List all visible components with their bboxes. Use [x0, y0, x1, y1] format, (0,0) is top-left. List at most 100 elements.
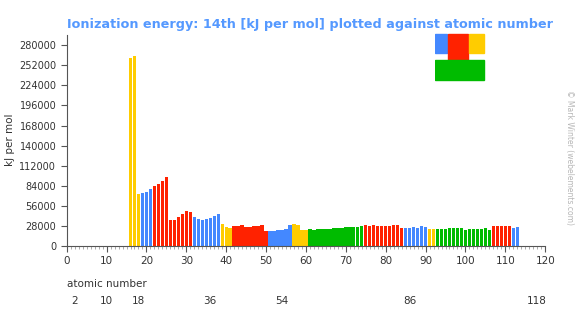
Bar	[157, 184, 160, 246]
Bar	[197, 219, 200, 246]
Bar	[188, 212, 192, 246]
Bar	[376, 226, 379, 246]
Bar	[273, 231, 275, 246]
Bar	[416, 228, 419, 246]
Bar	[237, 226, 240, 246]
Bar	[396, 225, 400, 246]
Bar	[141, 193, 144, 246]
Bar	[472, 229, 475, 246]
Bar	[404, 228, 407, 246]
Bar	[380, 226, 383, 246]
Bar	[392, 225, 396, 246]
Text: atomic number: atomic number	[67, 279, 146, 289]
Bar	[348, 227, 351, 246]
Bar	[280, 230, 284, 246]
Bar	[264, 232, 268, 246]
Bar	[165, 177, 168, 246]
Bar	[464, 230, 467, 246]
Bar	[161, 181, 164, 246]
Bar	[212, 215, 216, 246]
Bar	[364, 225, 368, 246]
Bar	[456, 228, 459, 246]
Bar	[328, 229, 332, 246]
Bar	[193, 216, 196, 246]
Text: 86: 86	[403, 296, 416, 306]
Bar	[412, 227, 415, 246]
Bar	[269, 232, 272, 246]
Bar	[444, 229, 447, 246]
Bar	[460, 228, 463, 246]
Bar	[336, 228, 339, 246]
Bar	[256, 226, 260, 246]
Bar	[488, 230, 491, 246]
Bar	[145, 192, 148, 246]
Bar	[129, 58, 132, 246]
Bar	[296, 225, 300, 246]
Bar	[216, 214, 220, 246]
Bar	[133, 56, 136, 246]
Bar	[356, 227, 360, 246]
Bar	[304, 230, 307, 246]
Bar	[496, 226, 499, 246]
Bar	[300, 230, 304, 246]
Bar	[184, 211, 188, 246]
Bar	[241, 225, 244, 246]
Text: 36: 36	[204, 296, 217, 306]
Bar	[408, 228, 411, 246]
Bar	[224, 227, 228, 246]
Text: 10: 10	[100, 296, 113, 306]
Bar	[284, 229, 288, 246]
Bar	[448, 34, 468, 61]
Bar	[220, 224, 224, 246]
Bar	[368, 226, 371, 246]
Bar	[292, 224, 296, 246]
Y-axis label: kJ per mol: kJ per mol	[5, 114, 15, 166]
Bar	[484, 228, 487, 246]
Bar	[508, 226, 511, 246]
Text: 54: 54	[276, 296, 289, 306]
Bar	[177, 217, 180, 246]
Bar	[448, 228, 451, 246]
Bar	[173, 220, 176, 246]
Bar	[288, 225, 292, 246]
Bar	[469, 34, 484, 53]
Bar	[499, 226, 503, 246]
Bar	[435, 34, 447, 53]
Text: 18: 18	[132, 296, 145, 306]
Bar	[476, 229, 479, 246]
Bar	[229, 228, 232, 246]
Bar	[435, 60, 484, 80]
Bar	[180, 214, 184, 246]
Bar	[308, 229, 311, 246]
Bar	[372, 225, 375, 246]
Text: Ionization energy: 14th [kJ per mol] plotted against atomic number: Ionization energy: 14th [kJ per mol] plo…	[67, 18, 553, 31]
Bar	[205, 219, 208, 246]
Bar	[340, 228, 343, 246]
Bar	[137, 194, 140, 246]
Bar	[352, 227, 356, 246]
Text: 2: 2	[71, 296, 78, 306]
Text: © Mark Winter (webelements.com): © Mark Winter (webelements.com)	[565, 90, 574, 225]
Bar	[424, 227, 427, 246]
Bar	[244, 227, 248, 246]
Text: 118: 118	[527, 296, 547, 306]
Bar	[252, 226, 256, 246]
Bar	[440, 229, 443, 246]
Bar	[388, 226, 392, 246]
Bar	[312, 230, 316, 246]
Bar	[201, 220, 204, 246]
Bar	[452, 228, 455, 246]
Bar	[428, 229, 432, 246]
Bar	[260, 225, 264, 246]
Bar	[233, 226, 236, 246]
Bar	[420, 226, 423, 246]
Bar	[320, 229, 324, 246]
Bar	[512, 228, 515, 246]
Bar	[480, 229, 483, 246]
Bar	[169, 220, 172, 246]
Bar	[400, 228, 403, 246]
Bar	[344, 227, 347, 246]
Bar	[316, 229, 320, 246]
Bar	[360, 226, 364, 246]
Bar	[248, 227, 252, 246]
